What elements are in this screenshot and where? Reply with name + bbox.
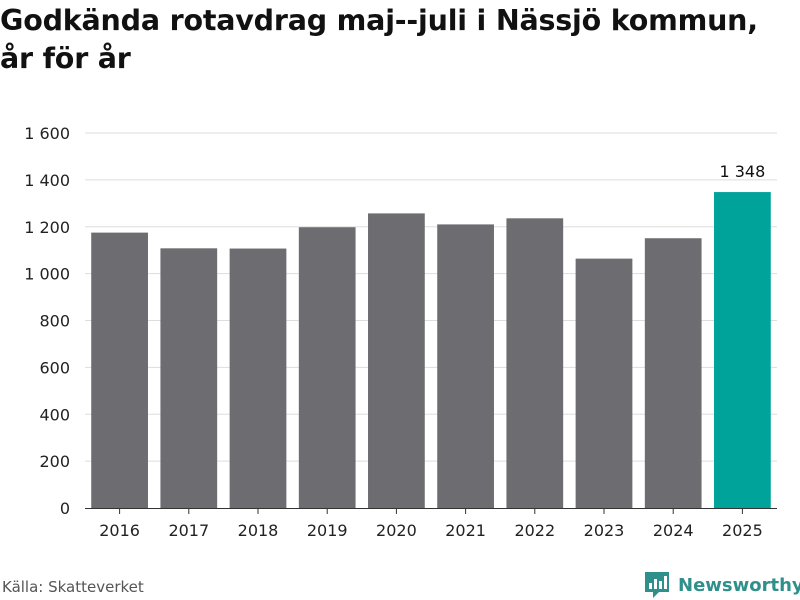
x-tick-label: 2018 [238, 521, 279, 540]
y-tick-label: 1 400 [24, 171, 70, 190]
brand-name: Newsworthy [678, 574, 800, 596]
x-tick-label: 2024 [653, 521, 694, 540]
y-tick-label: 1 000 [24, 265, 70, 284]
bar [368, 213, 425, 508]
y-tick-label: 1 600 [24, 124, 70, 143]
y-tick-label: 600 [39, 358, 70, 377]
bar [91, 232, 148, 508]
bar [506, 218, 564, 508]
x-tick-label: 2025 [722, 521, 763, 540]
bar [298, 227, 356, 508]
axes [85, 508, 777, 514]
y-tick-label: 400 [39, 405, 70, 424]
x-tick-label: 2016 [99, 521, 140, 540]
brand-logo[interactable]: Newsworthy [644, 570, 800, 600]
bar [575, 258, 633, 508]
y-tick-label: 200 [39, 452, 70, 471]
source-note: Källa: Skatteverket [2, 578, 144, 596]
data-label: 1 348 [719, 162, 765, 181]
x-tick-label: 2017 [168, 521, 209, 540]
newsworthy-logo-icon [645, 572, 669, 598]
bar [714, 192, 771, 508]
bars [91, 192, 771, 508]
chart-title: Godkända rotavdrag maj--juli i Nässjö ko… [0, 4, 758, 75]
y-tick-label: 0 [60, 499, 70, 518]
bar [644, 238, 702, 508]
bar [229, 248, 287, 508]
labels: 0 200 400 600 800 1 000 1 200 1 400 1 600 2016 201… [24, 124, 765, 540]
y-tick-label: 800 [39, 312, 70, 331]
x-tick-label: 2019 [307, 521, 348, 540]
bar [437, 224, 494, 508]
x-tick-label: 2021 [445, 521, 486, 540]
y-tick-label: 1 200 [24, 218, 70, 237]
x-tick-label: 2022 [514, 521, 555, 540]
x-tick-label: 2020 [376, 521, 417, 540]
bar [160, 248, 218, 508]
x-tick-label: 2023 [584, 521, 625, 540]
